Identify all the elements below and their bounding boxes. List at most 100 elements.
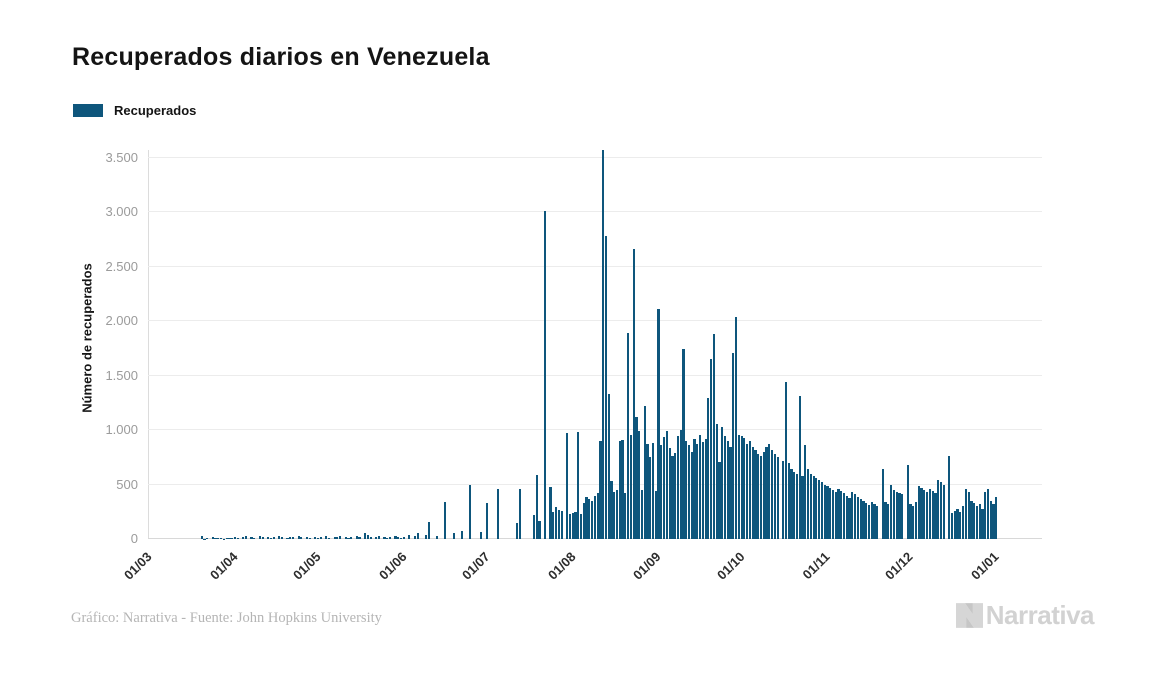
bar xyxy=(388,537,392,539)
x-tick-label: 01/03 xyxy=(120,549,155,583)
bar xyxy=(305,537,309,539)
bar xyxy=(748,441,752,539)
bar xyxy=(696,444,699,539)
bar xyxy=(638,431,641,539)
bar xyxy=(906,465,909,539)
bar xyxy=(723,435,727,539)
bar xyxy=(956,508,959,539)
bar xyxy=(917,485,920,539)
bar xyxy=(591,500,594,539)
gridline xyxy=(148,211,1042,213)
bar xyxy=(707,398,710,539)
bar xyxy=(876,506,879,539)
bar xyxy=(214,538,217,539)
bar xyxy=(870,502,873,539)
bar xyxy=(751,446,754,539)
bar xyxy=(973,503,976,539)
bar xyxy=(754,449,757,539)
x-tick-label: 01/05 xyxy=(289,549,324,583)
bar xyxy=(629,434,632,539)
bar xyxy=(710,359,713,539)
bar xyxy=(568,514,572,539)
bar xyxy=(784,382,788,539)
bar xyxy=(413,536,417,539)
x-tick-label: 01/07 xyxy=(458,549,493,583)
bar xyxy=(618,441,621,539)
bar xyxy=(887,504,890,539)
bar xyxy=(890,484,893,539)
bar xyxy=(333,536,336,539)
y-tick-label: 2.500 xyxy=(105,258,138,274)
bar xyxy=(347,537,350,539)
bar xyxy=(743,437,746,539)
bar xyxy=(926,492,929,539)
bar xyxy=(560,511,563,539)
bar xyxy=(217,537,220,539)
brand-name: Narrativa xyxy=(985,600,1095,630)
bar xyxy=(793,471,796,539)
bar xyxy=(269,538,273,539)
bar xyxy=(651,443,655,539)
bar xyxy=(397,537,400,539)
bar xyxy=(782,460,785,539)
bar xyxy=(469,484,472,539)
x-tick-label: 01/04 xyxy=(206,549,241,583)
bar xyxy=(416,533,419,539)
bar xyxy=(233,536,237,539)
bar xyxy=(806,469,810,539)
bar xyxy=(552,511,555,539)
source-credit: Gráfico: Narrativa - Fuente: John Hopkin… xyxy=(71,610,382,626)
bar xyxy=(862,500,865,539)
bar xyxy=(795,473,799,539)
bar xyxy=(939,482,943,539)
bar xyxy=(981,508,984,539)
bar xyxy=(712,334,716,539)
bar xyxy=(615,490,619,539)
bar xyxy=(718,461,721,539)
gridline xyxy=(148,157,1042,158)
bar xyxy=(962,506,965,539)
bar xyxy=(984,492,987,539)
bar xyxy=(698,434,702,539)
bar xyxy=(336,537,339,539)
bar xyxy=(267,537,270,539)
bar xyxy=(228,537,231,539)
gridline xyxy=(148,320,1042,322)
bar xyxy=(859,498,862,539)
bar xyxy=(895,492,898,539)
bar xyxy=(818,480,821,539)
bar xyxy=(344,536,347,539)
bar xyxy=(892,490,895,539)
legend-swatch-icon xyxy=(73,104,103,117)
bar xyxy=(408,535,411,539)
bar xyxy=(986,488,990,539)
bar xyxy=(593,495,596,539)
legend: Recuperados xyxy=(73,103,196,118)
bar xyxy=(978,504,981,539)
x-tick-label: 01/10 xyxy=(713,549,748,583)
bar xyxy=(685,441,688,539)
x-tick-label: 01/09 xyxy=(630,549,664,583)
bar xyxy=(812,475,815,539)
bar xyxy=(729,446,732,539)
bar xyxy=(776,457,779,539)
bar xyxy=(674,453,677,539)
y-tick-label: 500 xyxy=(116,476,138,492)
bar xyxy=(250,537,253,539)
bar xyxy=(626,333,630,539)
bar xyxy=(820,482,824,539)
x-tick-label: 01/12 xyxy=(882,549,916,583)
bar xyxy=(557,509,560,539)
bar xyxy=(826,485,829,539)
bar xyxy=(701,442,704,539)
plot-area xyxy=(148,149,1042,539)
bar xyxy=(358,537,361,539)
bar xyxy=(657,309,660,539)
bar xyxy=(632,249,635,539)
bar xyxy=(928,488,931,539)
bar xyxy=(621,439,624,539)
bar xyxy=(898,493,901,539)
bar xyxy=(654,491,657,539)
bar xyxy=(740,435,743,539)
bar xyxy=(278,536,281,539)
